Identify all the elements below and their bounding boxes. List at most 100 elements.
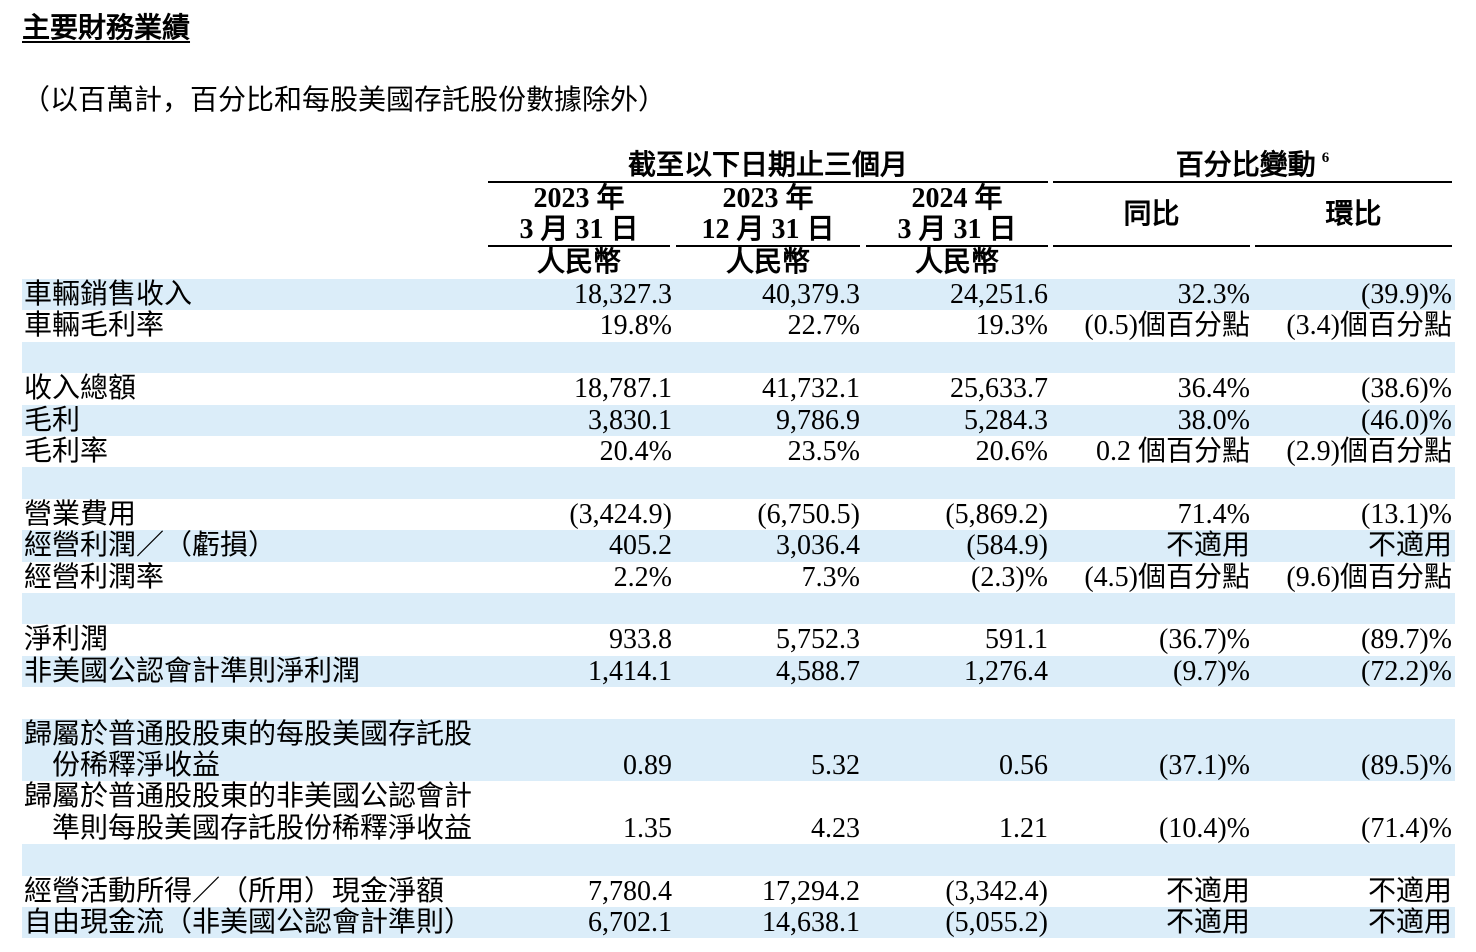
spacer-row <box>22 844 1455 876</box>
table-row: 毛利率 20.4% 23.5% 20.6% 0.2 個百分點 (2.9)個百分點 <box>22 436 1455 467</box>
cell-yoy: (37.1)% <box>1159 750 1250 782</box>
cell-mar-2023: 933.8 <box>609 624 672 656</box>
cell-qoq: (2.9)個百分點 <box>1286 436 1452 468</box>
cell-yoy: 36.4% <box>1177 373 1250 405</box>
cell-qoq: (9.6)個百分點 <box>1286 561 1452 593</box>
spacer-row <box>22 593 1455 625</box>
column-currency-blank <box>1048 247 1250 279</box>
row-label: 車輛銷售收入 <box>22 279 488 310</box>
cell-mar-2023: 0.89 <box>623 750 672 782</box>
period-group-label: 截至以下日期止三個月 <box>627 150 908 181</box>
spacer-row <box>22 467 1455 499</box>
column-currency: 人民幣 <box>536 247 621 278</box>
cell-mar-2024: (3,342.4) <box>945 875 1048 907</box>
spacer-row <box>22 687 1455 718</box>
column-date: 3 月 31 日 <box>897 214 1017 245</box>
cell-yoy: (9.7)% <box>1173 655 1250 687</box>
table-body: 車輛銷售收入 18,327.3 40,379.3 24,251.6 32.3% (39.9… <box>22 279 1455 939</box>
row-label-line: 毛利率 <box>24 436 109 468</box>
table-row: 收入總額 18,787.1 41,732.1 25,633.7 36.4% (38.6)% <box>22 373 1455 404</box>
cell-mar-2023: 2.2% <box>613 561 672 593</box>
table-group-header: 截至以下日期止三個月 百分比變動 6 <box>22 147 1455 183</box>
cell-yoy: (4.5)個百分點 <box>1084 561 1250 593</box>
period-group-header: 截至以下日期止三個月 <box>488 147 1048 183</box>
cell-mar-2024: (2.3)% <box>971 561 1048 593</box>
table-row: 經營利潤／（虧損） 405.2 3,036.4 (584.9) 不適用 不適用 <box>22 530 1455 562</box>
cell-yoy: 71.4% <box>1177 498 1250 530</box>
header-label-blank <box>22 147 488 183</box>
cell-mar-2024: 19.3% <box>975 310 1048 342</box>
row-label-line: 歸屬於普通股股東的每股美國存託股 <box>24 718 473 750</box>
cell-mar-2024: (584.9) <box>966 530 1048 562</box>
footnote-marker: 6 <box>1321 150 1330 166</box>
section-title: 主要財務業績 <box>22 13 191 44</box>
column-header-qoq: 環比 <box>1250 183 1452 279</box>
cell-dec-2023: 22.7% <box>787 310 860 342</box>
table-row: 非美國公認會計準則淨利潤 1,414.1 4,588.7 1,276.4 (9.7)% (… <box>22 655 1455 688</box>
cell-yoy: 38.0% <box>1177 404 1250 436</box>
row-label: 經營利潤率 <box>22 562 488 593</box>
column-date: 3 月 31 日 <box>519 214 639 245</box>
cell-mar-2023: 20.4% <box>599 436 672 468</box>
row-label: 經營活動所得／（所用）現金淨額 <box>22 876 488 907</box>
column-date-block: 2023 年 3 月 31 日 <box>488 183 670 247</box>
cell-qoq: (72.2)% <box>1361 655 1452 687</box>
change-group-label: 百分比變動 <box>1175 150 1316 181</box>
financial-results-table: 截至以下日期止三個月 百分比變動 6 2023 年 3 月 31 日 人民幣 20… <box>22 147 1455 939</box>
table-row: 歸屬於普通股股東的每股美國存託股 份稀釋淨收益 0.89 5.32 0.56 (37.1)… <box>22 718 1455 782</box>
cell-mar-2024: 20.6% <box>975 436 1048 468</box>
cell-qoq: 不適用 <box>1367 530 1452 562</box>
cell-yoy: (0.5)個百分點 <box>1084 310 1250 342</box>
row-label: 毛利率 <box>22 436 488 467</box>
row-label: 非美國公認會計準則淨利潤 <box>22 656 488 687</box>
row-label: 營業費用 <box>22 499 488 530</box>
cell-mar-2023: (3,424.9) <box>569 498 672 530</box>
row-label: 經營利潤／（虧損） <box>22 530 488 561</box>
column-currency-blank <box>1250 247 1452 279</box>
cell-mar-2024: 591.1 <box>985 624 1048 656</box>
column-label-qoq: 環比 <box>1325 198 1382 230</box>
row-label-line: 淨利潤 <box>24 624 109 656</box>
cell-qoq: (89.5)% <box>1361 750 1452 782</box>
column-year: 2023 年 <box>722 183 814 214</box>
table-row: 經營利潤率 2.2% 7.3% (2.3)% (4.5)個百分點 (9.6)個百分點 <box>22 562 1455 593</box>
column-header-row: 2023 年 3 月 31 日 人民幣 2023 年 12 月 31 日 人民幣… <box>22 183 1455 279</box>
cell-dec-2023: 40,379.3 <box>762 279 860 310</box>
cell-mar-2023: 19.8% <box>599 310 672 342</box>
cell-yoy: 不適用 <box>1165 530 1250 562</box>
cell-mar-2023: 405.2 <box>609 530 672 562</box>
cell-qoq: (71.4)% <box>1361 812 1452 844</box>
cell-dec-2023: 4.23 <box>811 812 860 844</box>
table-row: 車輛銷售收入 18,327.3 40,379.3 24,251.6 32.3% (39.9… <box>22 279 1455 311</box>
cell-dec-2023: 4,588.7 <box>776 655 860 687</box>
cell-qoq: 不適用 <box>1367 875 1452 907</box>
cell-qoq: (3.4)個百分點 <box>1286 310 1452 342</box>
cell-mar-2023: 18,327.3 <box>574 279 672 310</box>
cell-mar-2024: 5,284.3 <box>964 404 1048 436</box>
cell-dec-2023: (6,750.5) <box>757 498 860 530</box>
row-label: 毛利 <box>22 405 488 436</box>
cell-qoq: (39.9)% <box>1361 279 1452 310</box>
table-row: 歸屬於普通股股東的非美國公認會計 準則每股美國存託股份稀釋淨收益 1.35 4.23 1… <box>22 781 1455 844</box>
row-label: 歸屬於普通股股東的非美國公認會計 準則每股美國存託股份稀釋淨收益 <box>22 781 488 844</box>
column-date: 12 月 31 日 <box>701 214 835 245</box>
table-row: 車輛毛利率 19.8% 22.7% 19.3% (0.5)個百分點 (3.4)個百分點 <box>22 310 1455 341</box>
cell-dec-2023: 3,036.4 <box>776 530 860 562</box>
cell-mar-2023: 18,787.1 <box>574 373 672 405</box>
row-label-line: 車輛銷售收入 <box>24 279 193 310</box>
column-header-dec-2023: 2023 年 12 月 31 日 人民幣 <box>672 183 860 279</box>
cell-yoy: 32.3% <box>1177 279 1250 310</box>
cell-mar-2024: (5,869.2) <box>945 498 1048 530</box>
cell-mar-2024: 1.21 <box>999 812 1048 844</box>
row-label-line: 經營活動所得／（所用）現金淨額 <box>24 875 445 907</box>
cell-mar-2024: 1,276.4 <box>964 655 1048 687</box>
cell-dec-2023: 41,732.1 <box>762 373 860 405</box>
column-label-block: 同比 <box>1053 183 1250 247</box>
change-group-header: 百分比變動 6 <box>1053 147 1452 183</box>
column-year: 2023 年 <box>533 183 625 214</box>
cell-dec-2023: 17,294.2 <box>762 875 860 907</box>
cell-dec-2023: 9,786.9 <box>776 404 860 436</box>
table-row: 毛利 3,830.1 9,786.9 5,284.3 38.0% (46.0)% <box>22 404 1455 437</box>
column-label-block: 環比 <box>1255 183 1452 247</box>
cell-mar-2023: 6,702.1 <box>588 907 672 939</box>
